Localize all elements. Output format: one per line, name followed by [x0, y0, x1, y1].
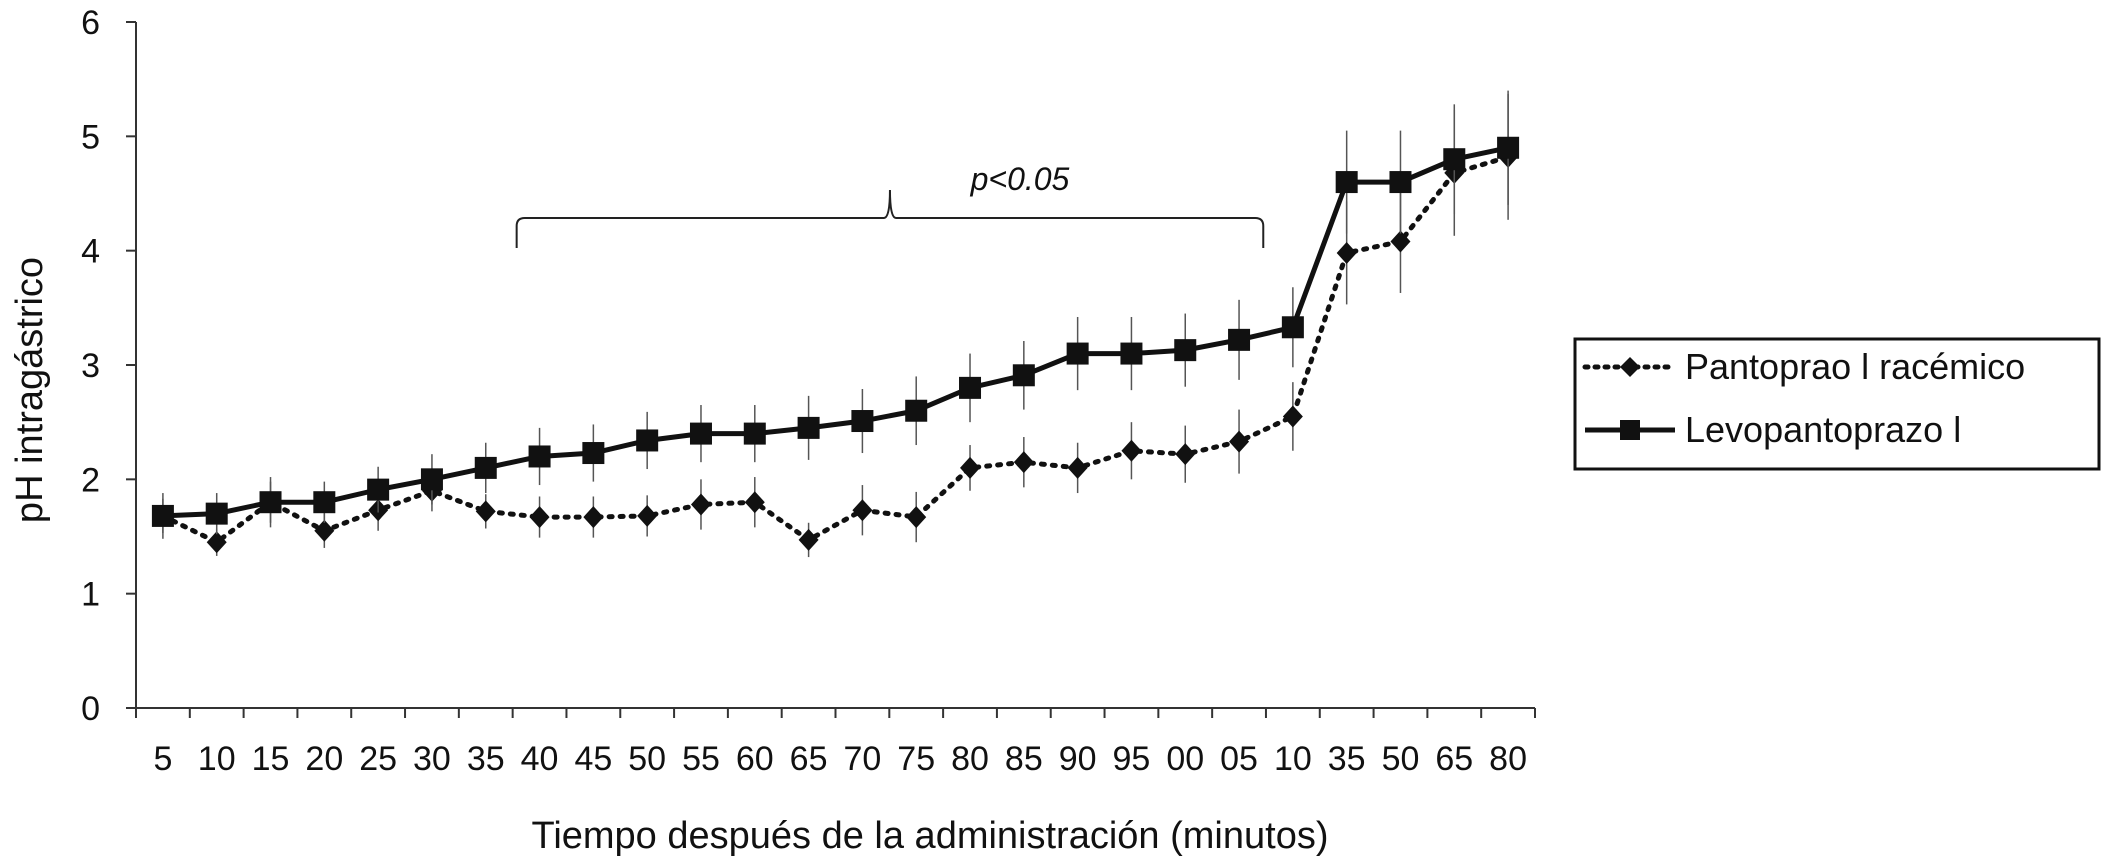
data-point	[1120, 342, 1143, 365]
significance-annotation: p<0.05	[515, 161, 1265, 248]
series-levopantoprazol	[151, 90, 1520, 539]
data-point	[744, 491, 765, 514]
data-point	[1013, 451, 1034, 474]
data-point	[259, 491, 282, 514]
data-point	[1497, 136, 1520, 159]
x-tick-label: 05	[1220, 740, 1258, 778]
data-point	[960, 456, 981, 479]
data-point	[852, 499, 873, 522]
data-point	[151, 504, 174, 527]
data-point	[1282, 405, 1303, 428]
x-tick-label: 80	[951, 740, 989, 778]
x-tick-label: 50	[1382, 740, 1420, 778]
significance-label: p<0.05	[970, 161, 1070, 197]
data-point	[529, 506, 550, 529]
chart-axes	[135, 22, 1535, 709]
x-tick-label: 60	[736, 740, 774, 778]
data-point	[1443, 148, 1466, 171]
x-tick-label: 35	[1328, 740, 1366, 778]
series-pantoprazol	[152, 94, 1519, 558]
x-tick-label: 10	[198, 740, 236, 778]
data-point	[689, 422, 712, 445]
x-tick-label: 55	[682, 740, 720, 778]
x-tick-label: 10	[1274, 740, 1312, 778]
data-point	[906, 506, 927, 529]
y-axis-title: pH intragástrico	[9, 257, 51, 523]
series-line-pantoprazol	[160, 154, 1511, 545]
y-tick-label: 4	[81, 233, 100, 271]
data-point	[314, 519, 335, 542]
data-point	[1174, 339, 1197, 362]
y-tick-label: 2	[81, 461, 100, 499]
data-point	[1012, 364, 1035, 387]
y-tick-label: 1	[81, 576, 100, 614]
data-point	[1336, 241, 1357, 264]
data-point	[1281, 316, 1304, 339]
data-point	[1066, 342, 1089, 365]
x-tick-label: 65	[790, 740, 828, 778]
x-tick-label: 00	[1166, 740, 1204, 778]
x-axis-ticks: 5 10 15 20 25 30 35 40 45 50 55 60 65 70 75 80 85 90 95 00 0…	[135, 708, 1536, 778]
x-tick-label: 15	[252, 740, 290, 778]
series-layer	[151, 90, 1520, 558]
legend: Pantoprao l racémico Levopantoprazo l	[1573, 337, 2101, 471]
x-tick-label: 80	[1489, 740, 1527, 778]
data-point	[420, 468, 443, 491]
x-tick-label: 40	[521, 740, 559, 778]
x-tick-label: 75	[897, 740, 935, 778]
data-point	[1175, 443, 1196, 466]
y-tick-label: 0	[81, 690, 100, 728]
data-point	[474, 456, 497, 479]
data-point	[1389, 171, 1412, 194]
data-point	[313, 491, 336, 514]
data-point	[743, 422, 766, 445]
y-tick-label: 3	[81, 347, 100, 385]
data-point	[798, 528, 819, 551]
x-tick-label: 50	[628, 740, 666, 778]
y-tick-label: 5	[81, 118, 100, 156]
data-point	[582, 442, 605, 465]
data-point	[206, 531, 227, 554]
data-point	[1229, 430, 1250, 453]
data-point	[1121, 439, 1142, 462]
significance-brace	[515, 189, 1265, 248]
data-point	[690, 493, 711, 516]
data-point	[959, 376, 982, 399]
data-point	[797, 416, 820, 439]
x-tick-label: 90	[1059, 740, 1097, 778]
data-point	[851, 410, 874, 433]
data-point	[637, 504, 658, 527]
x-tick-label: 25	[359, 740, 397, 778]
data-point	[367, 478, 390, 501]
y-axis-ticks: 0 1 2 3 4 5 6	[81, 4, 136, 728]
data-point	[1228, 328, 1251, 351]
x-tick-label: 35	[467, 740, 505, 778]
data-point	[905, 399, 928, 422]
x-tick-label: 65	[1435, 740, 1473, 778]
data-point	[1390, 230, 1411, 253]
legend-marker-pantoprazol	[1620, 357, 1640, 377]
x-tick-label: 95	[1113, 740, 1151, 778]
y-tick-label: 6	[81, 4, 100, 42]
x-tick-label: 30	[413, 740, 451, 778]
x-tick-label: 5	[153, 740, 172, 778]
x-tick-label: 70	[843, 740, 881, 778]
series-line-levopantoprazol	[160, 145, 1511, 519]
data-point	[205, 502, 228, 525]
x-tick-label: 45	[574, 740, 612, 778]
legend-label-pantoprazol: Pantoprao l racémico	[1685, 346, 2025, 387]
x-axis-title: Tiempo después de la administración (min…	[532, 815, 1329, 857]
x-tick-label: 20	[305, 740, 343, 778]
legend-label-levopantoprazol: Levopantoprazo l	[1685, 409, 1961, 450]
legend-marker-levopantoprazol	[1620, 420, 1640, 440]
data-point	[528, 445, 551, 468]
data-point	[583, 506, 604, 529]
legend-box	[1573, 337, 2101, 471]
data-point	[475, 500, 496, 523]
x-tick-label: 85	[1005, 740, 1043, 778]
data-point	[1067, 456, 1088, 479]
data-point	[636, 429, 659, 452]
data-point	[1335, 171, 1358, 194]
